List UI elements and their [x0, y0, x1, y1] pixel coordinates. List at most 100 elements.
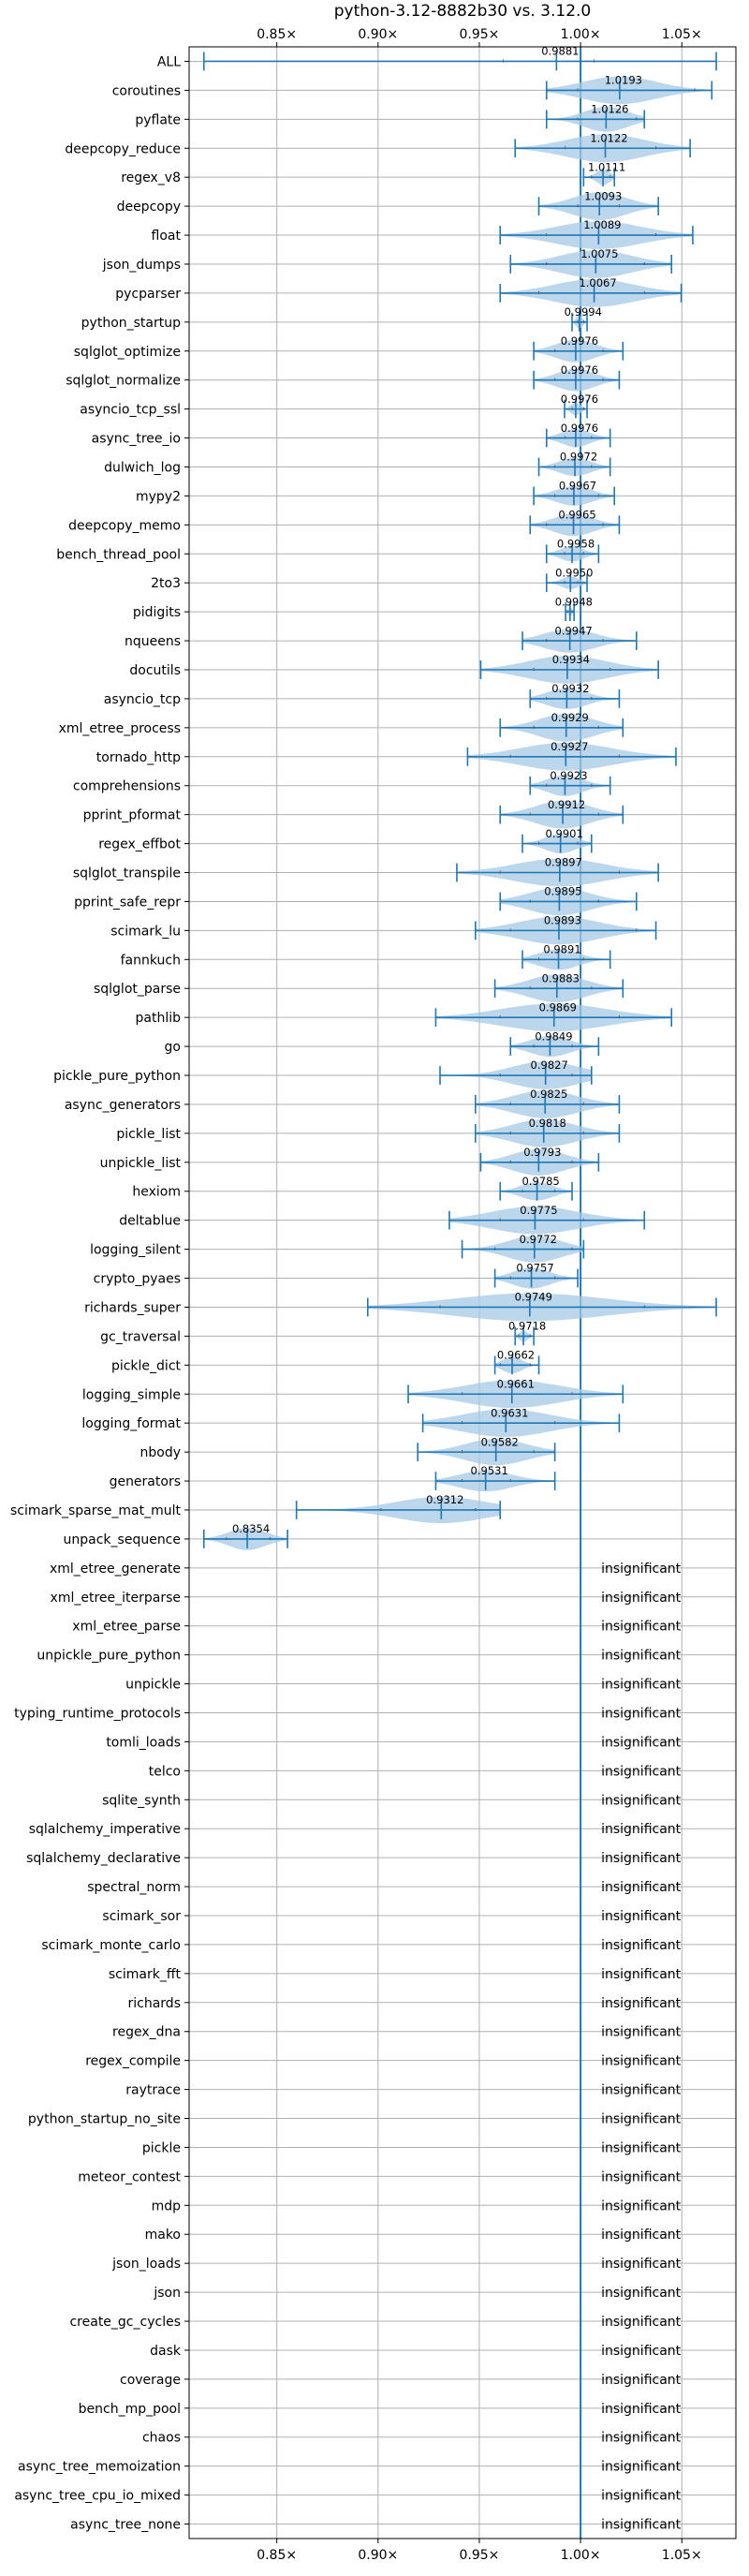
mean-value-label: 0.9825 — [530, 1088, 567, 1101]
mean-value-label: 0.9531 — [471, 1464, 508, 1477]
mean-value-label: 0.9948 — [555, 595, 593, 608]
insignificant-label: insignificant — [601, 1938, 682, 1953]
mean-value-label: 0.9950 — [555, 566, 593, 579]
insignificant-label: insignificant — [601, 2228, 682, 2243]
mean-value-label: 0.9934 — [552, 653, 590, 666]
benchmark-label: meteor_contest — [78, 2169, 181, 2184]
benchmark-label: json — [153, 2286, 181, 2301]
benchmark-label: xml_etree_parse — [72, 1620, 181, 1635]
benchmark-label: deltablue — [119, 1214, 181, 1229]
insignificant-label: insignificant — [601, 2373, 682, 2388]
benchmark-label: fannkuch — [121, 953, 181, 968]
benchmark-label: gc_traversal — [100, 1329, 181, 1344]
mean-value-label: 0.9932 — [551, 682, 589, 695]
benchmark-label: dulwich_log — [104, 460, 181, 475]
benchmark-label: comprehensions — [73, 779, 181, 794]
benchmark-label: docutils — [129, 663, 181, 678]
benchmark-label: json_loads — [111, 2257, 181, 2272]
insignificant-label: insignificant — [601, 2054, 682, 2069]
benchmark-label: sqlglot_normalize — [66, 374, 181, 389]
insignificant-label: insignificant — [601, 2518, 682, 2533]
benchmark-label: richards_super — [84, 1300, 181, 1315]
x-tick-label-top: 0.90× — [358, 27, 398, 42]
benchmark-label: scimark_monte_carlo — [41, 1938, 181, 1953]
benchmark-label: pyflate — [135, 112, 181, 127]
mean-value-label: 0.9772 — [520, 1233, 557, 1246]
mean-value-label: 0.9793 — [523, 1146, 561, 1159]
mean-value-label: 0.9958 — [557, 537, 595, 550]
insignificant-label: insignificant — [601, 2112, 682, 2127]
insignificant-label: insignificant — [601, 2431, 682, 2446]
x-tick-label-top: 1.05× — [662, 27, 702, 42]
insignificant-label: insignificant — [601, 1822, 682, 1837]
mean-value-label: 0.9965 — [558, 509, 595, 522]
mean-value-label: 1.0067 — [579, 276, 616, 289]
insignificant-label: insignificant — [601, 1706, 682, 1721]
benchmark-label: spectral_norm — [87, 1880, 181, 1895]
x-tick-label-bottom: 0.90× — [358, 2548, 398, 2563]
insignificant-label: insignificant — [601, 1996, 682, 2011]
insignificant-label: insignificant — [601, 1735, 682, 1750]
benchmark-label: sqlalchemy_declarative — [26, 1851, 181, 1866]
insignificant-label: insignificant — [601, 2083, 682, 2098]
mean-value-label: 0.9749 — [515, 1291, 552, 1304]
benchmark-label: xml_etree_generate — [50, 1562, 181, 1577]
plot-frame — [188, 46, 737, 2539]
mean-value-label: 0.9895 — [544, 885, 581, 898]
benchmark-label: scimark_fft — [109, 1967, 182, 1982]
benchmark-label: json_dumps — [102, 258, 181, 273]
benchmark-label: crypto_pyaes — [94, 1272, 181, 1287]
benchmark-label: regex_v8 — [121, 170, 181, 185]
mean-value-label: 1.0093 — [584, 189, 622, 202]
benchmark-label: sqlglot_optimize — [74, 345, 181, 360]
insignificant-label: insignificant — [601, 1909, 682, 1924]
mean-value-label: 0.9849 — [535, 1029, 572, 1043]
benchmark-label: regex_compile — [85, 2054, 181, 2069]
benchmark-label: pathlib — [136, 1011, 182, 1026]
benchmark-label: nbody — [140, 1445, 182, 1460]
benchmark-label: async_generators — [65, 1098, 181, 1113]
insignificant-label: insignificant — [601, 1793, 682, 1808]
benchmark-label: async_tree_none — [70, 2518, 181, 2533]
benchmark-label: asyncio_tcp_ssl — [80, 403, 181, 418]
mean-value-label: 0.9976 — [561, 422, 598, 435]
benchmark-label: ALL — [157, 54, 181, 69]
insignificant-label: insignificant — [601, 2286, 682, 2301]
mean-value-label: 0.9718 — [508, 1320, 546, 1333]
benchmark-label: telco — [149, 1764, 181, 1779]
benchmark-label: mako — [145, 2228, 181, 2243]
mean-value-label: 0.9897 — [545, 856, 582, 869]
benchmark-label: sqlalchemy_imperative — [29, 1822, 181, 1837]
mean-value-label: 1.0075 — [580, 247, 618, 260]
benchmark-label: typing_runtime_protocols — [14, 1706, 181, 1721]
x-tick-label-bottom: 1.05× — [662, 2548, 702, 2563]
mean-value-label: 0.9869 — [539, 1000, 577, 1014]
insignificant-label: insignificant — [601, 2025, 682, 2040]
benchmark-label: scimark_sparse_mat_mult — [10, 1503, 181, 1518]
insignificant-label: insignificant — [601, 2489, 682, 2504]
benchmark-label: create_gc_cycles — [69, 2315, 181, 2330]
chart-title: python-3.12-8882b30 vs. 3.12.0 — [334, 2, 591, 21]
benchmark-label: python_startup — [81, 316, 181, 331]
benchmark-label: sqlglot_transpile — [73, 866, 181, 881]
x-tick-label-top: 1.00× — [561, 27, 601, 42]
mean-value-label: 0.9994 — [565, 305, 602, 318]
mean-value-label: 0.9893 — [544, 914, 581, 927]
insignificant-label: insignificant — [601, 2169, 682, 2184]
mean-value-label: 0.9827 — [531, 1059, 568, 1072]
benchmark-label: dask — [150, 2344, 182, 2359]
benchmark-label: 2to3 — [151, 576, 181, 591]
x-tick-label-top: 0.95× — [459, 27, 499, 42]
benchmark-label: pickle_dict — [111, 1358, 182, 1373]
mean-value-label: 0.9972 — [560, 451, 597, 464]
mean-value-label: 0.9312 — [426, 1493, 463, 1506]
benchmark-label: pprint_safe_repr — [74, 895, 181, 910]
benchmark-label: pidigits — [133, 605, 181, 620]
insignificant-label: insignificant — [601, 1967, 682, 1982]
mean-value-label: 0.9662 — [497, 1349, 535, 1362]
mean-value-label: 0.9582 — [481, 1435, 519, 1448]
benchmark-label: async_tree_memoization — [18, 2460, 181, 2475]
benchmark-label: python_startup_no_site — [28, 2112, 181, 2127]
benchmark-label: bench_mp_pool — [79, 2402, 181, 2417]
